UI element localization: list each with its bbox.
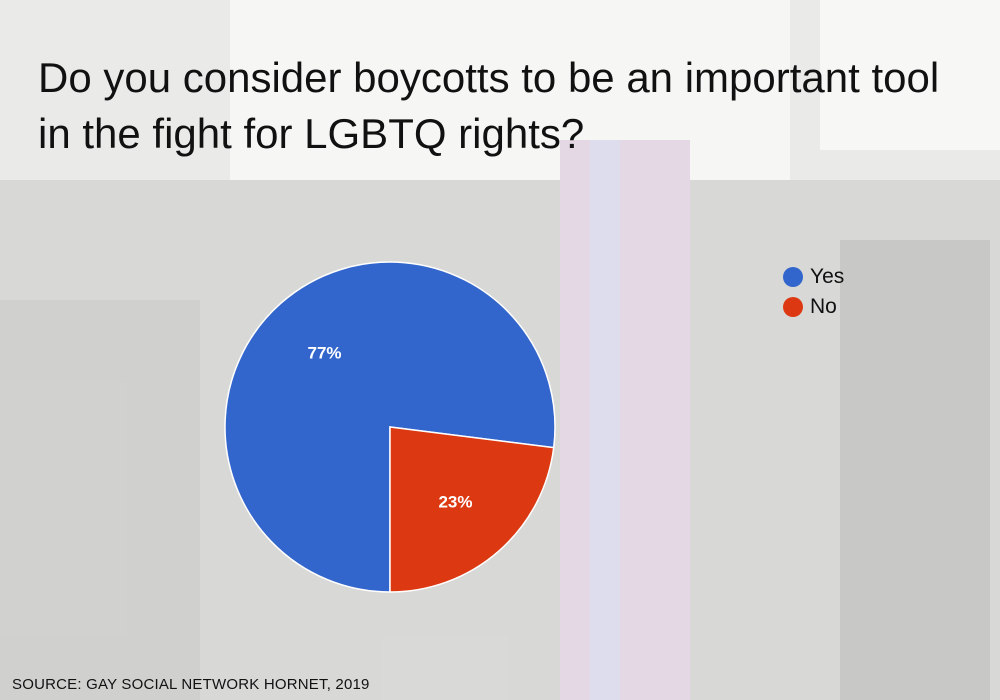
legend-swatch-no (783, 297, 803, 317)
chart-title: Do you consider boycotts to be an import… (38, 54, 940, 157)
slice-label-yes: 77% (308, 344, 342, 363)
source-note: SOURCE: GAY SOCIAL NETWORK HORNET, 2019 (12, 676, 370, 693)
pie-slice-yes (224, 261, 556, 593)
pie-slice-no (389, 426, 555, 593)
legend-item-no: No (783, 292, 844, 322)
legend-swatch-yes (783, 267, 803, 287)
legend-label-no: No (810, 295, 837, 318)
slice-label-no: 23% (438, 492, 472, 511)
chart-legend: Yes No (783, 262, 844, 322)
legend-label-yes: Yes (810, 265, 845, 288)
legend-item-yes: Yes (783, 262, 844, 292)
